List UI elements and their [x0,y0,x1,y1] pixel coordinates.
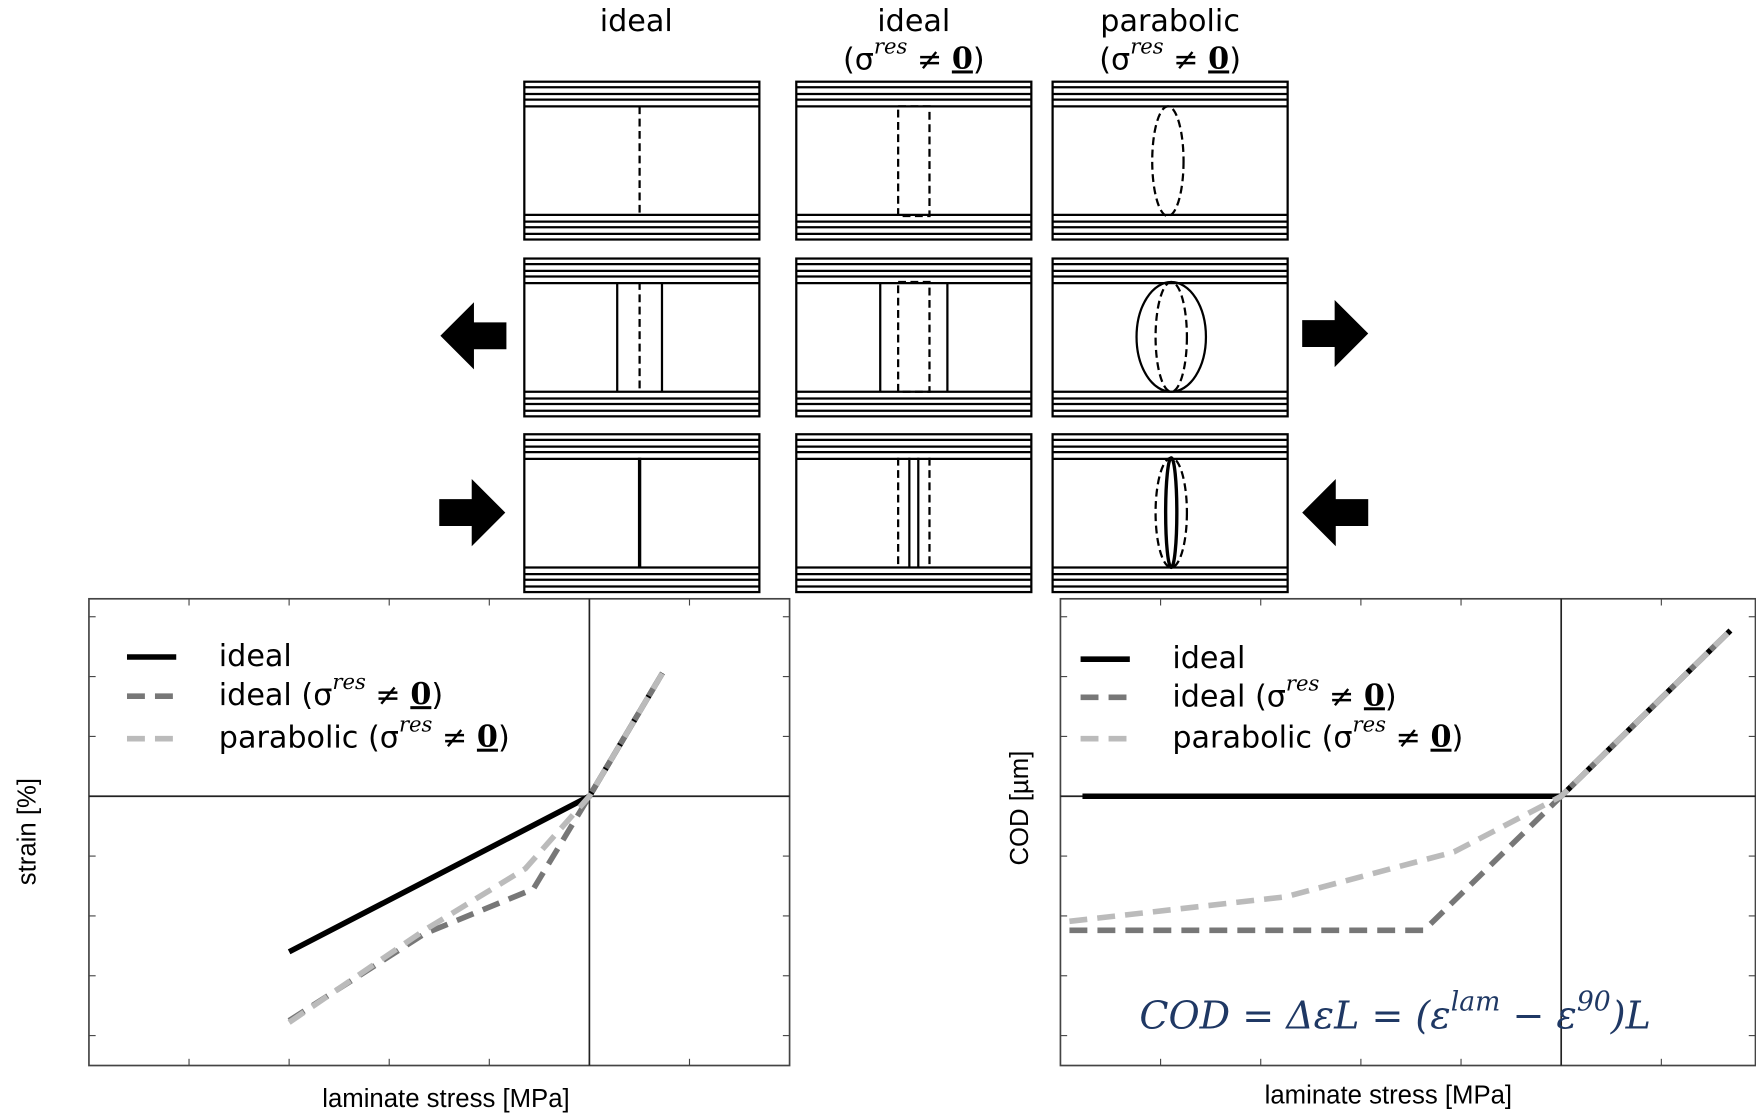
label-part: 0 [1431,720,1452,755]
label: COD = ΔεL = (εlam − ε90)L [1139,986,1651,1037]
charts: laminate stress [MPa]strain [%]idealidea… [13,599,1755,1113]
label-part: 0 [952,41,973,76]
label-part: 0 [1208,41,1229,76]
label-part: ideal [1172,641,1245,676]
x-axis-label: laminate stress [MPa] [1265,1082,1512,1110]
label: parabolic (σres ≠ 0) [1172,712,1463,755]
label-part: ≠ [907,42,952,77]
label: ideal [219,638,292,673]
label-part: res [399,712,433,737]
label-part: res [1286,670,1320,695]
label-part: ) [1452,720,1464,755]
figure: idealideal(σres ≠ 0)parabolic(σres ≠ 0) … [0,0,1756,1117]
arrow [439,479,505,546]
label-part: res [874,33,908,58]
label-part: ) [498,720,510,755]
y-axis-label: strain [%] [13,778,41,885]
label-part: 90 [1577,986,1611,1017]
label-part: COD = ΔεL = (ε [1139,993,1450,1037]
label: ideal [1172,641,1245,676]
label-part: ) [1385,679,1397,714]
label: ideal (σres ≠ 0) [219,669,443,712]
label-part: ≠ [1164,42,1209,77]
label-part: 0 [410,677,431,712]
label-part: ≠ [1386,720,1431,755]
label-part: parabolic (σ [219,720,399,755]
label-part: ) [973,42,985,77]
label-part: (σ [1099,42,1130,77]
label-part: lam [1451,986,1501,1017]
label-part: res [332,669,366,694]
label-part: ) [1229,42,1241,77]
arrow [1302,479,1368,546]
series-line [1069,631,1730,931]
label-part: ≠ [1319,679,1364,714]
label: parabolic (σres ≠ 0) [219,712,510,755]
label-part: ideal (σ [1172,679,1286,714]
label-part: ≠ [432,720,477,755]
label: ideal (σres ≠ 0) [1172,670,1396,713]
arrow [440,302,506,369]
y-axis-label: COD [µm] [1006,751,1034,866]
label-part: res [1353,712,1387,737]
x-axis-label: laminate stress [MPa] [322,1085,569,1113]
series-line [1069,631,1730,922]
label-part: 0 [1364,678,1385,713]
label: (σres ≠ 0) [1099,33,1241,76]
label: (σres ≠ 0) [843,33,985,76]
series-line [289,673,662,952]
label-part: ≠ [366,678,411,713]
column-title: parabolic [1100,4,1240,39]
label-part: ) [431,678,443,713]
label-part: parabolic (σ [1172,720,1352,755]
label-part: 0 [477,720,498,755]
page: {"diagram":{"columns":[{"title":"ideal"}… [0,0,1756,1117]
label-part: )L [1610,993,1651,1037]
label-part: − ε [1500,993,1576,1037]
column-title: ideal [600,4,673,39]
label-part: ideal (σ [219,678,333,713]
label-part: ideal [219,638,292,673]
label-part: res [1130,33,1164,58]
label-part: (σ [843,42,874,77]
arrow [1302,300,1368,367]
plot-frame [89,599,790,1066]
